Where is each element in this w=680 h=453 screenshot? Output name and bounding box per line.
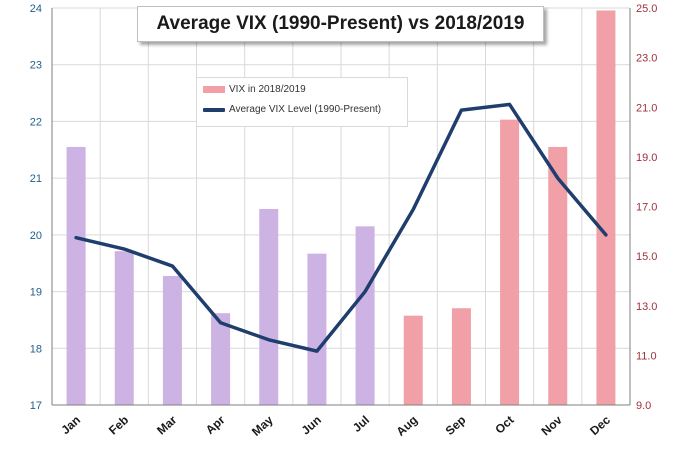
right-tick-label: 11.0 [636,350,657,362]
right-tick-label: 25.0 [636,3,657,15]
bar-mar [162,275,182,405]
right-axis-ticks: 9.0 11.0 13.0 15.0 17.0 19.0 21.0 23.0 25.0 [636,3,657,412]
x-tick-label: Mar [154,413,179,438]
x-tick-label: Jun [299,413,324,438]
left-tick-label: 17 [30,400,42,412]
right-tick-label: 21.0 [636,102,657,114]
x-tick-label: Oct [492,413,516,437]
legend-entry-bars: VIX in 2018/2019 [203,84,306,95]
axes [51,8,631,406]
x-tick-label: Sep [443,413,469,438]
x-tick-label: Apr [203,413,228,437]
average-vix-line [74,102,608,353]
x-tick-label: Feb [106,413,131,438]
x-tick-label: Jul [350,413,372,435]
line-series [74,102,608,353]
bar-nov [548,146,568,405]
legend: VIX in 2018/2019 Average VIX Level (1990… [196,77,408,127]
bar-apr [211,313,231,405]
legend-swatch-bars [203,86,225,93]
bar-sep [451,308,471,405]
right-tick-label: 15.0 [636,251,657,263]
left-tick-label: 24 [30,3,42,15]
right-tick-label: 23.0 [636,53,657,65]
x-tick-label: Aug [394,413,421,439]
bar-oct [500,119,520,405]
left-tick-label: 22 [30,116,42,128]
left-tick-label: 19 [30,287,42,299]
gridlines [51,7,631,406]
bar-jan [66,146,86,405]
left-tick-label: 18 [30,343,42,355]
chart-title: Average VIX (1990-Present) vs 2018/2019 [137,6,544,42]
bar-dec [596,10,616,405]
bar-jul [355,226,375,405]
left-axis-ticks: 17 18 19 20 21 22 23 24 [30,3,42,412]
legend-entry-line: Average VIX Level (1990-Present) [203,104,381,115]
right-tick-label: 19.0 [636,152,657,164]
right-tick-label: 13.0 [636,301,657,313]
bar-series [66,10,616,405]
x-tick-label: Jan [58,413,83,437]
left-tick-label: 21 [30,173,42,185]
x-tick-label: Nov [539,413,565,439]
legend-label-line: Average VIX Level (1990-Present) [229,104,382,115]
right-tick-label: 9.0 [636,400,651,412]
x-tick-label: Dec [587,413,613,438]
legend-swatch-line [203,107,225,112]
right-tick-label: 17.0 [636,202,657,214]
legend-label-bars: VIX in 2018/2019 [229,84,306,95]
bar-may [259,208,279,405]
bar-aug [403,315,423,405]
left-tick-label: 20 [30,230,42,242]
bar-jun [307,253,327,405]
bar-feb [114,251,134,405]
left-tick-label: 23 [30,60,42,72]
x-tick-label: May [249,413,276,439]
x-axis-ticks: Jan Feb Mar Apr May Jun Jul Aug Sep Oct Nov Dec [58,413,613,439]
